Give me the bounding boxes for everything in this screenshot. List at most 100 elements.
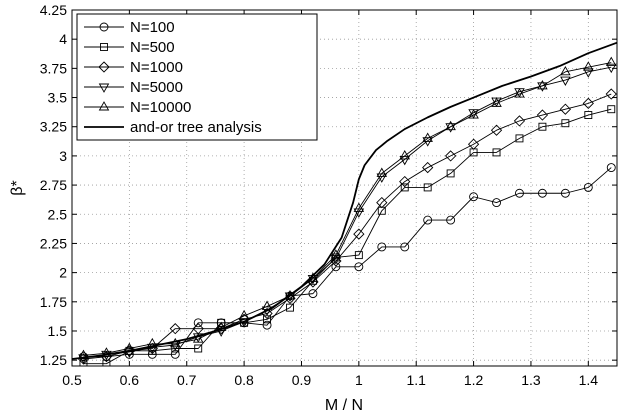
diamond-marker bbox=[215, 323, 227, 335]
legend-label: N=1000 bbox=[130, 59, 183, 76]
triangle-up-marker bbox=[491, 97, 502, 107]
series-line bbox=[83, 62, 612, 356]
triangle-up-marker bbox=[399, 149, 411, 160]
legend-item: N=1000 bbox=[84, 59, 183, 76]
series-0 bbox=[79, 163, 616, 362]
y-tick-label: 2.75 bbox=[40, 177, 67, 193]
x-tick-label: 0.7 bbox=[177, 372, 197, 388]
y-tick-label: 1.75 bbox=[40, 294, 67, 310]
triangle-down-marker bbox=[399, 155, 411, 166]
legend-label: N=10000 bbox=[130, 99, 191, 116]
square-marker bbox=[400, 183, 409, 192]
x-tick-label: 0.8 bbox=[234, 372, 254, 388]
circle-marker bbox=[537, 188, 547, 198]
square-marker bbox=[286, 303, 294, 312]
square-marker bbox=[515, 134, 524, 143]
y-tick-label: 3.25 bbox=[40, 119, 67, 135]
legend: N=100 N=500 N=1000 N=5000 N=10000 and-or tree… bbox=[76, 13, 318, 141]
triangle-up-marker bbox=[238, 309, 250, 320]
legend-label: and-or tree analysis bbox=[130, 119, 262, 136]
x-tick-label: 1 bbox=[355, 372, 363, 388]
legend-label: N=500 bbox=[130, 39, 175, 56]
series-4 bbox=[78, 56, 617, 359]
diamond-marker bbox=[399, 175, 411, 188]
diamond-marker bbox=[353, 228, 365, 240]
ticks: 0.5 0.6 0.7 0.8 0.9 1 1.1 1.2 1.3 1.4 1.25 1.5 1.75 2… bbox=[40, 2, 617, 388]
legend-label: N=5000 bbox=[130, 79, 183, 96]
legend-item: N=100 bbox=[84, 19, 175, 36]
legend-item: N=500 bbox=[84, 39, 175, 56]
circle-marker bbox=[377, 242, 387, 252]
y-tick-label: 3.75 bbox=[40, 60, 67, 76]
x-tick-label: 1.2 bbox=[464, 372, 484, 388]
triangle-up-marker bbox=[376, 167, 388, 177]
square-marker bbox=[584, 111, 593, 119]
triangle-up-marker bbox=[445, 120, 456, 131]
x-tick-label: 0.9 bbox=[292, 372, 312, 388]
square-marker bbox=[538, 122, 547, 131]
circle-marker bbox=[99, 22, 109, 32]
diamond-marker bbox=[513, 115, 526, 127]
diamond-marker bbox=[582, 97, 594, 110]
triangle-up-marker bbox=[353, 202, 365, 212]
triangle-up-marker bbox=[422, 132, 433, 142]
diamond-marker bbox=[559, 103, 572, 115]
y-tick-label: 1.25 bbox=[40, 352, 67, 368]
series-line bbox=[83, 108, 612, 365]
triangle-up-marker bbox=[284, 290, 296, 300]
legend-item: and-or tree analysis bbox=[84, 119, 262, 136]
diamond-marker bbox=[330, 255, 342, 267]
circle-marker bbox=[308, 289, 318, 299]
diamond-marker bbox=[444, 150, 457, 162]
diamond-marker bbox=[169, 323, 181, 335]
circle-marker bbox=[400, 242, 410, 252]
x-tick-label: 0.5 bbox=[62, 372, 82, 388]
y-tick-label: 4 bbox=[59, 31, 67, 47]
circle-marker bbox=[583, 182, 593, 192]
square-marker bbox=[446, 169, 455, 178]
series-line bbox=[83, 167, 612, 358]
triangle-up-marker bbox=[101, 347, 112, 357]
legend-box bbox=[76, 13, 318, 141]
triangle-up-marker bbox=[215, 321, 227, 331]
square-marker bbox=[561, 119, 570, 128]
y-tick-label: 1.5 bbox=[48, 323, 68, 339]
series-group bbox=[72, 41, 617, 366]
circle-marker bbox=[492, 198, 501, 208]
circle-marker bbox=[606, 163, 616, 173]
triangle-down-marker bbox=[98, 83, 110, 93]
y-tick-label: 3.5 bbox=[48, 90, 68, 106]
square-marker bbox=[607, 105, 616, 114]
triangle-up-marker bbox=[583, 61, 594, 71]
y-tick-label: 4.25 bbox=[40, 2, 67, 18]
square-marker bbox=[354, 251, 363, 260]
x-tick-label: 1.3 bbox=[521, 372, 541, 388]
triangle-down-marker bbox=[560, 76, 571, 86]
x-tick-label: 1.1 bbox=[406, 372, 426, 388]
y-tick-label: 2 bbox=[59, 265, 67, 281]
y-tick-label: 3 bbox=[59, 148, 67, 164]
triangle-up-marker bbox=[98, 101, 110, 111]
circle-marker bbox=[469, 192, 479, 202]
circle-marker bbox=[446, 215, 456, 225]
circle-marker bbox=[262, 320, 272, 330]
diamond-marker bbox=[536, 109, 549, 121]
legend-item: N=10000 bbox=[84, 99, 191, 116]
triangle-up-marker bbox=[468, 109, 479, 119]
series-line bbox=[72, 41, 617, 360]
circle-marker bbox=[560, 188, 570, 198]
series-1 bbox=[79, 105, 616, 366]
diamond-marker bbox=[98, 61, 110, 73]
square-marker bbox=[194, 344, 203, 353]
y-tick-label: 2.5 bbox=[48, 206, 68, 222]
x-tick-label: 1.4 bbox=[579, 372, 599, 388]
square-marker bbox=[79, 359, 88, 366]
square-marker bbox=[100, 43, 108, 51]
legend-label: N=100 bbox=[130, 19, 175, 36]
triangle-up-marker bbox=[560, 65, 571, 76]
triangle-up-marker bbox=[537, 79, 548, 90]
y-tick-label: 2.25 bbox=[40, 235, 67, 251]
square-marker bbox=[492, 148, 501, 157]
diamond-marker bbox=[422, 161, 434, 174]
